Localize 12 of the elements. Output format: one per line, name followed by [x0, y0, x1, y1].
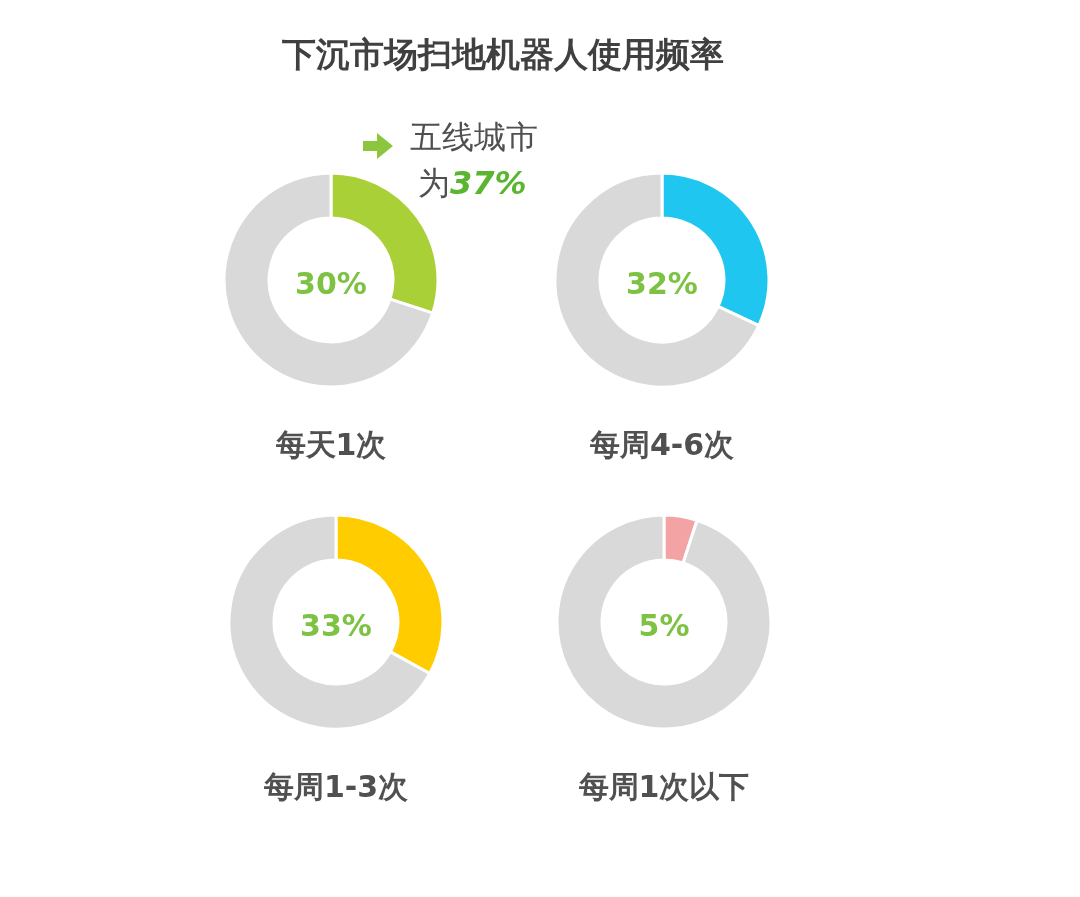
text: 33% [300, 608, 372, 643]
text: 30% [295, 266, 367, 301]
text: 每周1次以下 [577, 769, 750, 804]
text: 5% [638, 608, 690, 643]
text: 每周1-3次 [262, 769, 409, 804]
donut-slice [555, 513, 773, 731]
text: 每天1次 [274, 427, 387, 462]
text: 每周4-6次 [588, 427, 735, 462]
text: 为37% [418, 164, 527, 202]
chart-title: 下沉市场扫地机器人使用频率 [281, 34, 724, 74]
text: 五线城市 [410, 118, 538, 156]
text: 32% [626, 266, 698, 301]
